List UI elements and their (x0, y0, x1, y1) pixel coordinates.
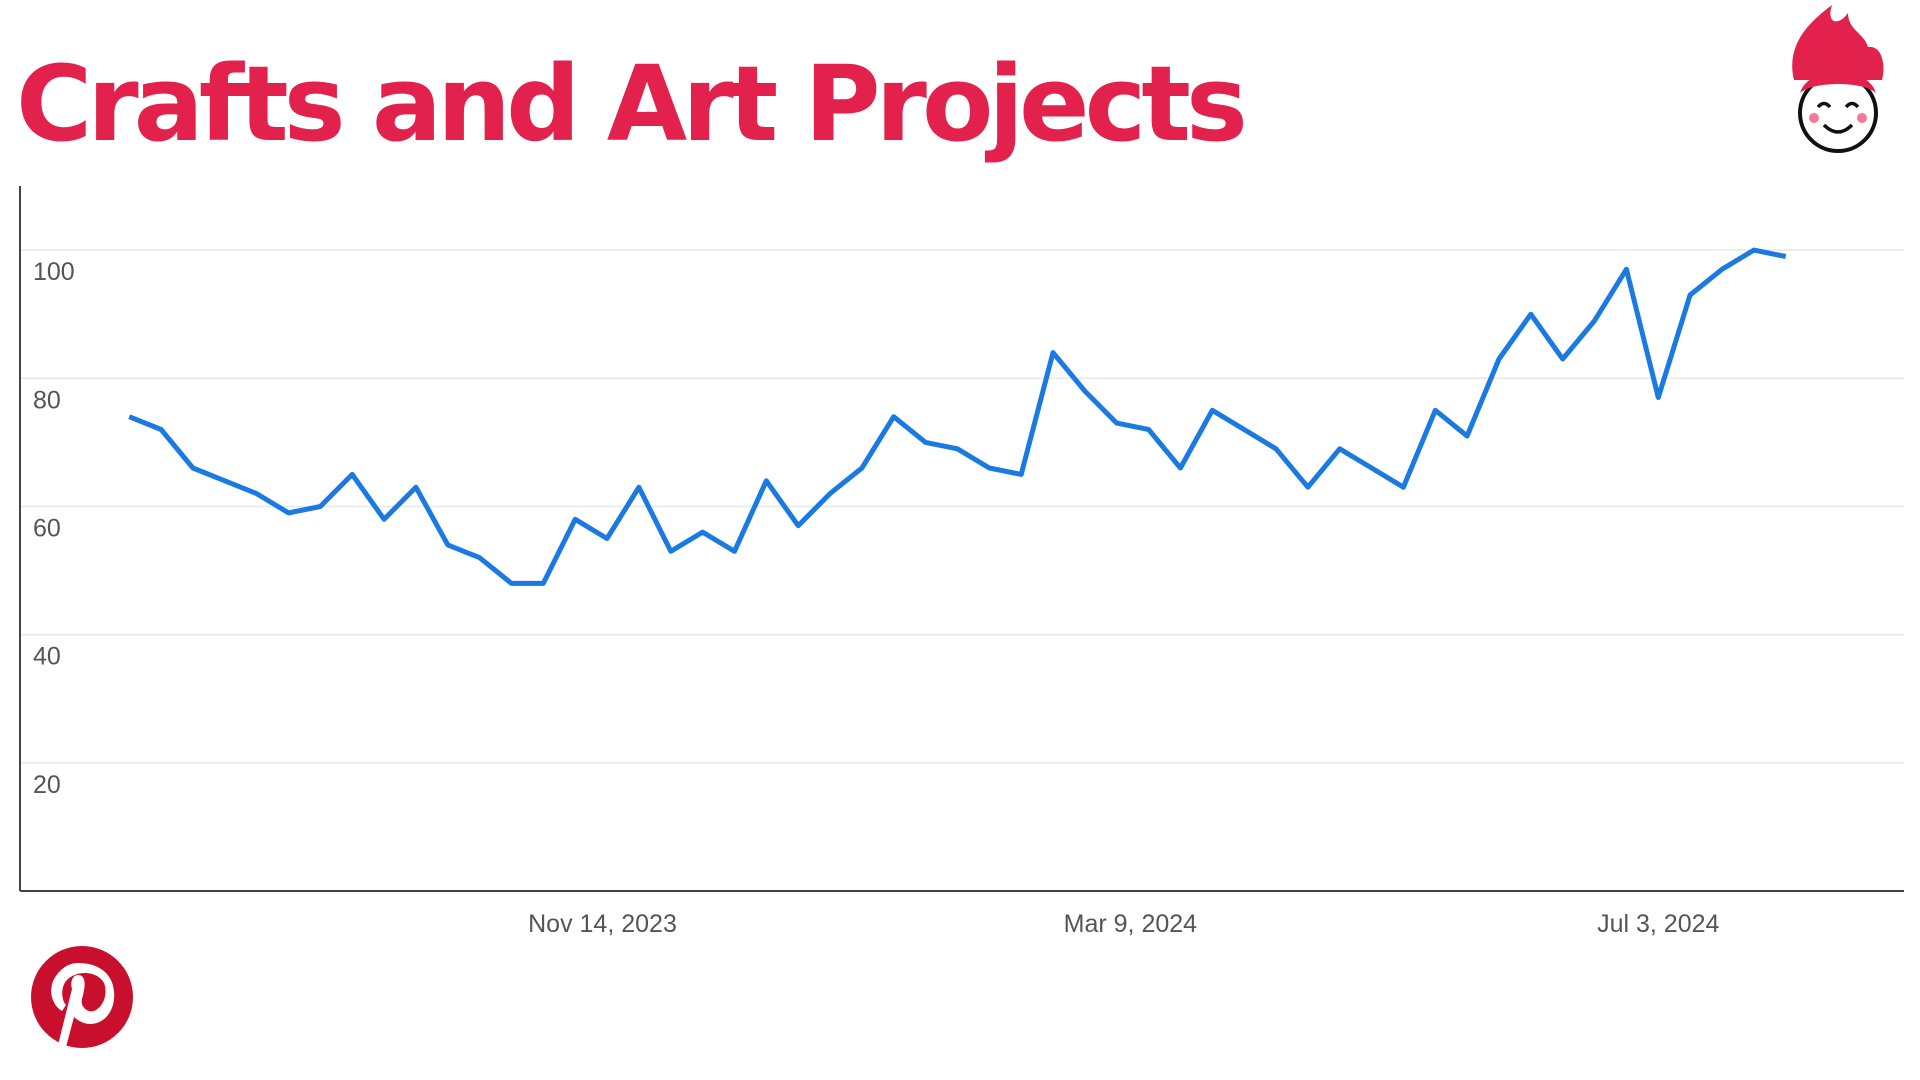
x-tick-label: Jul 3, 2024 (1597, 910, 1719, 938)
mascot-logo (1792, 5, 1884, 153)
y-tick-label: 40 (33, 643, 61, 671)
chart-title: Crafts and Art Projects (16, 43, 1243, 165)
y-tick-label: 60 (33, 514, 61, 542)
x-tick-label: Nov 14, 2023 (528, 910, 677, 938)
y-tick-label: 80 (33, 386, 61, 414)
y-tick-label: 100 (33, 258, 75, 286)
data-line (128, 247, 1787, 586)
x-tick-label: Mar 9, 2024 (1064, 910, 1198, 938)
y-tick-label: 20 (33, 771, 61, 799)
pinterest-logo (31, 946, 133, 1048)
